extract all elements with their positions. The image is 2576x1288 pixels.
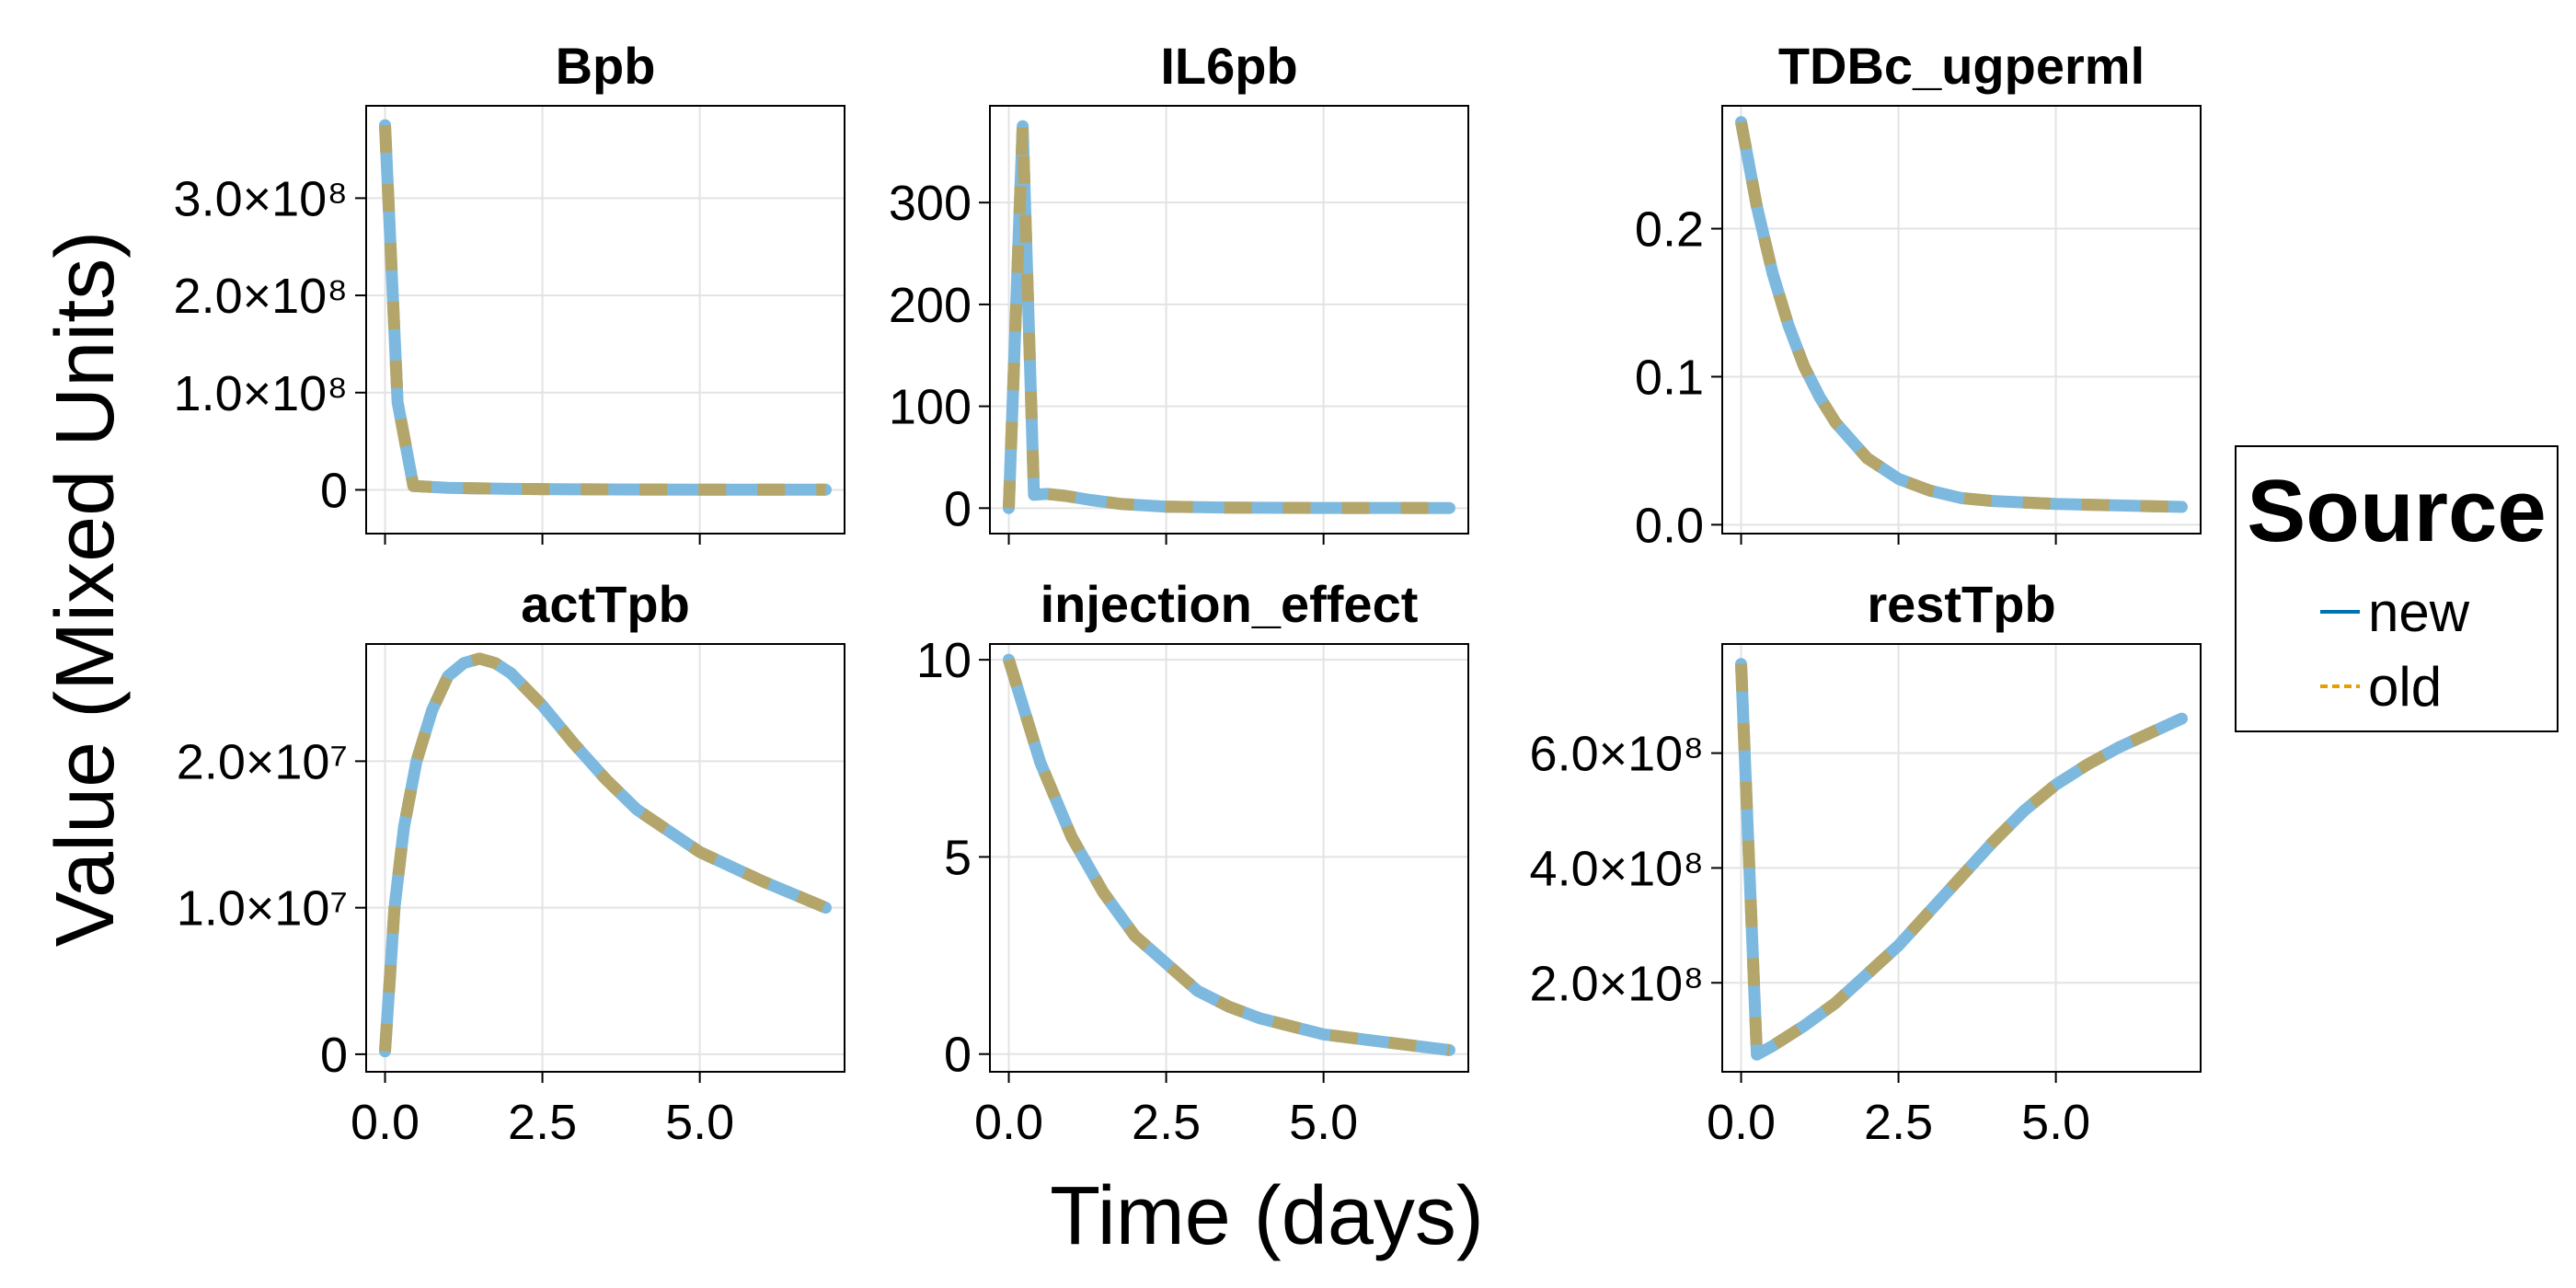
y-tick-label: 0.1 xyxy=(1635,350,1704,405)
y-tick-label: 5 xyxy=(944,830,972,885)
series-old-line xyxy=(1003,658,1451,1056)
y-tick-label: 100 xyxy=(889,380,972,435)
panels-layer: 01.0×10⁸2.0×10⁸3.0×10⁸Bpb0100200300IL6pb… xyxy=(174,37,2202,1150)
plot-area xyxy=(1722,644,2201,1072)
series-old-line xyxy=(379,124,826,496)
panel-Bpb: 0 1.0×10⁸ 2.0×10⁸ 3.0×10⁸ Bpb xyxy=(174,37,845,545)
y-tick-label: 4.0×10⁸ xyxy=(1530,841,1704,896)
x-tick-label: 5.0 xyxy=(2021,1095,2090,1150)
plot-area xyxy=(990,106,1468,534)
plot-area xyxy=(1722,106,2201,534)
y-tick-label: 0.2 xyxy=(1635,202,1704,258)
legend-label-old: old xyxy=(2368,656,2442,718)
y-tick-label: 3.0×10⁸ xyxy=(174,171,348,226)
y-tick-label: 300 xyxy=(889,176,972,231)
panel-IL6pb: 0 100 200 300 IL6pb xyxy=(889,37,1469,545)
x-tick-label: 2.5 xyxy=(508,1095,577,1150)
plot-area xyxy=(366,106,845,534)
panel-actTpb: 0 1.0×10⁷ 2.0×10⁷ 0.0 2.5 5.0 actTpb xyxy=(177,575,845,1150)
panel-title: actTpb xyxy=(521,575,690,633)
plot-area xyxy=(366,644,845,1072)
y-tick-label: 0.0 xyxy=(1635,498,1704,553)
panel-title: TDBc_ugperml xyxy=(1778,37,2145,95)
legend-label-new: new xyxy=(2368,581,2470,643)
plot-frame xyxy=(1721,105,2202,535)
series-old-line xyxy=(379,652,829,1052)
panel-restTpb: 2.0×10⁸ 4.0×10⁸ 6.0×10⁸ 0.0 2.5 5.0 restTpb xyxy=(1530,575,2202,1150)
x-tick-label: 2.5 xyxy=(1864,1095,1933,1150)
y-tick-label: 10 xyxy=(916,633,972,688)
y-tick-label: 2.0×10⁷ xyxy=(177,734,348,789)
plot-frame xyxy=(1721,643,2202,1073)
y-tick-label: 6.0×10⁸ xyxy=(1530,727,1704,782)
legend-title: Source xyxy=(2247,462,2546,560)
y-tick-label: 0 xyxy=(320,1028,348,1083)
panel-title: restTpb xyxy=(1867,575,2055,633)
y-tick-label: 2.0×10⁸ xyxy=(174,269,348,324)
x-tick-label: 5.0 xyxy=(1289,1095,1358,1150)
x-tick-label: 0.0 xyxy=(974,1095,1043,1150)
series-old-line xyxy=(1735,121,2182,513)
x-tick-label: 0.0 xyxy=(1707,1095,1776,1150)
panel-title: Bpb xyxy=(556,37,656,95)
y-tick-label: 0 xyxy=(944,1028,972,1083)
panel-injection_effect: 0 5 10 0.0 2.5 5.0 injection_effect xyxy=(916,575,1469,1150)
y-tick-label: 200 xyxy=(889,278,972,333)
y-tick-label: 0 xyxy=(944,481,972,536)
y-tick-label: 2.0×10⁸ xyxy=(1530,956,1704,1011)
x-tick-label: 0.0 xyxy=(351,1095,420,1150)
x-tick-label: 2.5 xyxy=(1132,1095,1201,1150)
plot-frame xyxy=(989,643,1469,1073)
plot-frame xyxy=(365,643,845,1073)
y-tick-label: 0 xyxy=(320,463,348,518)
x-axis-label: Time (days) xyxy=(1050,1170,1484,1262)
plot-frame xyxy=(365,105,845,535)
y-tick-label: 1.0×10⁸ xyxy=(174,366,348,421)
legend: Source new old xyxy=(2235,445,2559,732)
series-new-line xyxy=(1003,120,1455,514)
y-tick-label: 1.0×10⁷ xyxy=(177,881,348,937)
legend-box xyxy=(2235,445,2559,732)
series-old-line xyxy=(1735,663,2185,1061)
panel-TDBc_ugperml: 0.0 0.1 0.2 TDBc_ugperml xyxy=(1635,37,2202,553)
panel-title: injection_effect xyxy=(1041,575,1419,633)
panel-title: IL6pb xyxy=(1160,37,1297,95)
plot-frame xyxy=(989,105,1469,535)
y-axis-label: Value (Mixed Units) xyxy=(40,231,132,948)
x-tick-label: 5.0 xyxy=(665,1095,734,1150)
